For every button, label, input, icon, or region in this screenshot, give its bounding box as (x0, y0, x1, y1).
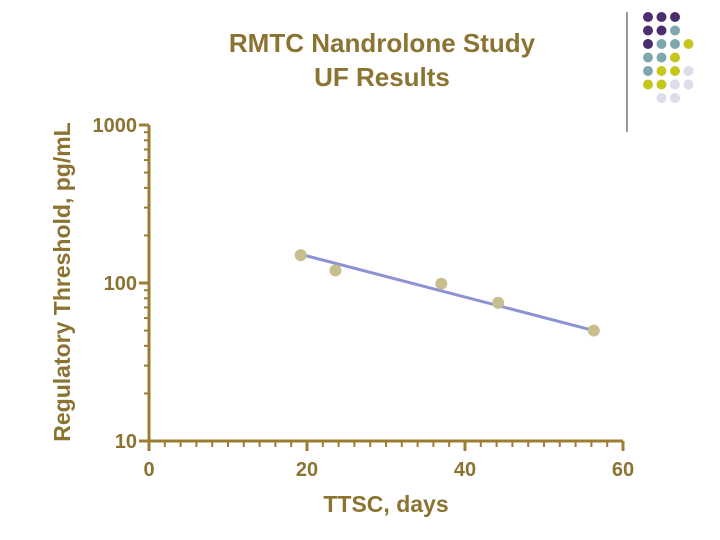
decorative-dot (670, 25, 680, 36)
decorative-dot (643, 79, 653, 90)
x-tick-label: 40 (454, 459, 476, 481)
chart-title-line-1: RMTC Nandrolone Study (229, 28, 536, 58)
decorative-dot (670, 66, 680, 76)
data-point (294, 249, 307, 262)
x-tick-label: 60 (612, 459, 634, 481)
decorative-dot-grid (643, 12, 694, 103)
regression-line (300, 252, 595, 333)
decorative-dot (643, 52, 653, 63)
decorative-dot (656, 79, 667, 90)
decorative-dot (670, 52, 680, 63)
decorative-dot (656, 39, 667, 49)
x-axis-label: TTSC, days (323, 491, 448, 517)
decorative-dot (656, 93, 667, 103)
x-tick-label: 0 (143, 459, 154, 481)
decorative-dot (670, 39, 680, 49)
x-axis-ticks: 0 20 40 60 (143, 441, 634, 481)
decorative-dot (643, 25, 653, 36)
decorative-dot (656, 66, 667, 76)
data-point (492, 296, 505, 309)
decorative-dot (643, 66, 653, 76)
chart-title-line-2: UF Results (314, 62, 450, 92)
y-tick-label: 10 (115, 431, 137, 453)
decorative-dot (670, 12, 680, 22)
decorative-dot (656, 12, 667, 22)
data-points (294, 249, 600, 337)
y-axis-minor-ticks (144, 131, 149, 395)
decorative-dot (670, 93, 680, 103)
decorative-dot (683, 66, 694, 76)
y-tick-label: 1000 (93, 115, 138, 137)
y-axis-major-ticks: 10 100 1000 (93, 115, 149, 453)
x-tick-label: 20 (296, 459, 318, 481)
decorative-dot (683, 79, 694, 90)
decorative-dot (683, 39, 694, 49)
y-axis-label: Regulatory Threshold, pg/mL (49, 122, 75, 441)
decorative-dot (670, 79, 680, 90)
data-point (587, 324, 600, 337)
y-tick-label: 100 (104, 273, 137, 295)
decorative-dot (643, 12, 653, 22)
decorative-dot (643, 39, 653, 49)
decorative-dot (656, 25, 667, 36)
data-point (329, 264, 342, 277)
decorative-dot (656, 52, 667, 63)
data-point (435, 277, 448, 290)
